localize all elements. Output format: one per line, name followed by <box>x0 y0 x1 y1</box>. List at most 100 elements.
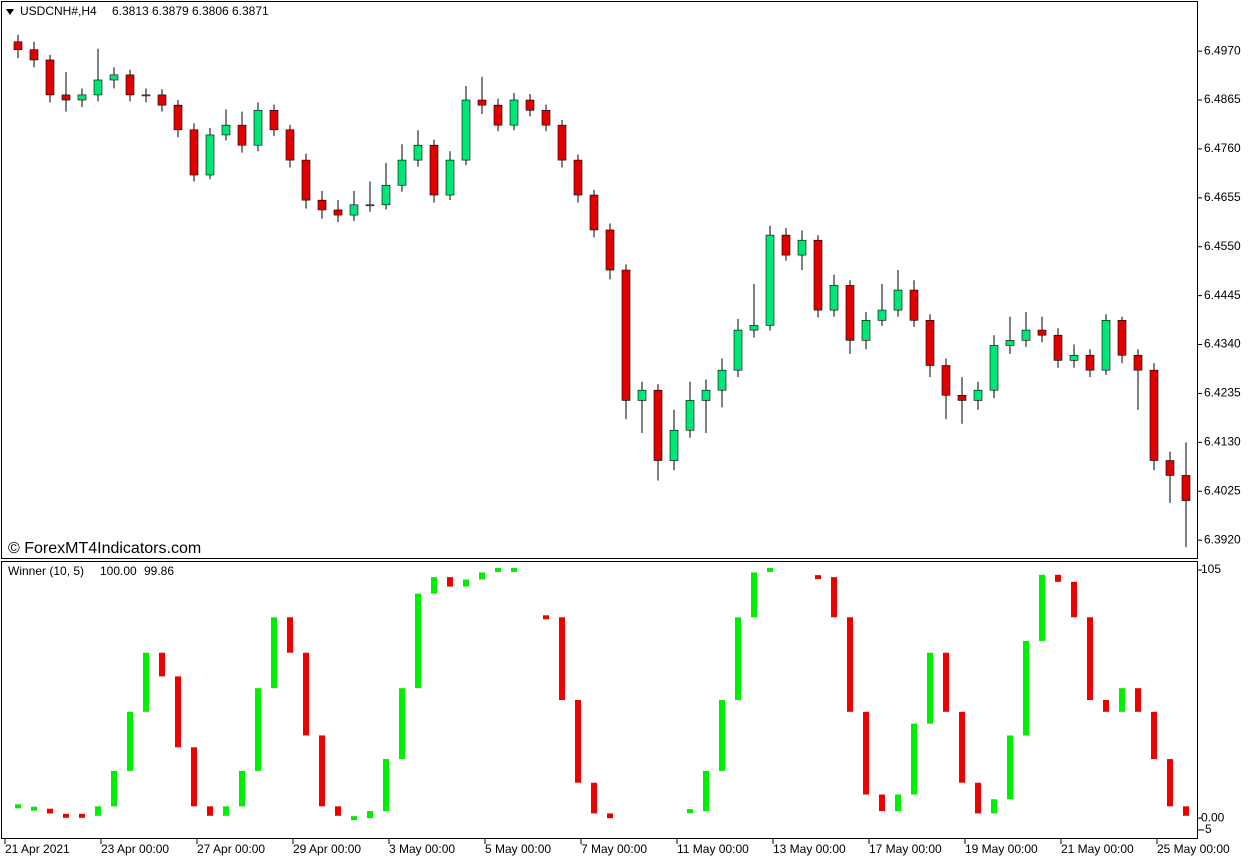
oscillator-bar <box>1183 806 1189 816</box>
oscillator-bar <box>751 572 757 618</box>
candle-body <box>637 389 647 401</box>
oscillator-bar <box>607 813 613 819</box>
oscillator-bar <box>591 782 597 814</box>
candle-body <box>45 59 55 96</box>
candle-body <box>717 369 727 391</box>
candle-body <box>621 269 631 401</box>
candle-body <box>77 94 87 101</box>
candle-body <box>381 184 391 206</box>
y-tick-label: 6.4445 <box>1204 288 1241 302</box>
candle-body <box>93 79 103 96</box>
candle-body <box>893 289 903 311</box>
candle-body <box>1165 460 1175 476</box>
oscillator-bar <box>831 577 837 618</box>
oscillator-bar <box>303 652 309 736</box>
oscillator-bar <box>1135 688 1141 712</box>
candle-body <box>109 74 119 81</box>
x-tick-label: 29 Apr 00:00 <box>293 842 361 856</box>
candle-body <box>765 234 775 326</box>
candle-body <box>1085 354 1095 371</box>
candle-body <box>685 400 695 431</box>
oscillator-bar <box>79 813 85 818</box>
candle-body <box>573 159 583 196</box>
candle-body <box>669 429 679 461</box>
candle-body <box>909 289 919 321</box>
candle-body <box>477 99 487 106</box>
candle-body <box>797 239 807 256</box>
oscillator-bar <box>415 593 421 689</box>
candle-body <box>397 159 407 186</box>
oscillator-bar <box>1023 640 1029 736</box>
oscillator-bar <box>399 688 405 760</box>
oscillator-bar <box>191 747 197 807</box>
candle-body <box>61 94 71 101</box>
x-tick-label: 11 May 00:00 <box>677 842 749 856</box>
candle-body <box>525 99 535 111</box>
x-tick-label: 25 May 00:00 <box>1157 842 1230 856</box>
candle-body <box>509 99 519 126</box>
candle-body <box>157 94 167 106</box>
y-tick-label: 6.4655 <box>1204 190 1241 204</box>
oscillator-bar <box>1071 581 1077 618</box>
y-tick-label: 6.4025 <box>1204 483 1241 497</box>
oscillator-bar <box>335 806 341 816</box>
oscillator-bar <box>719 700 725 771</box>
candle-body <box>173 104 183 131</box>
candle-body <box>1117 320 1127 356</box>
candle-body <box>189 129 199 176</box>
y-tick-label: 6.4550 <box>1204 239 1241 253</box>
candle-body <box>493 104 503 126</box>
candle-body <box>29 49 39 61</box>
candle-body <box>125 74 135 96</box>
y-tick-label: 6.4760 <box>1204 141 1241 155</box>
symbol: USDCNH#,H4 <box>20 4 97 18</box>
candle-body <box>541 109 551 126</box>
candle-body <box>269 109 279 131</box>
candle-body <box>1181 475 1191 501</box>
candle-body <box>749 325 759 331</box>
price-panel <box>1 1 1198 559</box>
y-tick-label: -5 <box>1201 822 1212 836</box>
candle-body <box>1069 354 1079 361</box>
menu-arrow[interactable] <box>6 9 14 15</box>
oscillator-bar <box>1119 688 1125 712</box>
oscillator-bar <box>735 617 741 700</box>
oscillator-bar <box>911 723 917 795</box>
oscillator-bar <box>975 782 981 814</box>
candle-body <box>701 389 711 401</box>
x-tick-label: 19 May 00:00 <box>965 842 1038 856</box>
candle-body <box>829 285 839 311</box>
candle-body <box>1037 329 1047 336</box>
candle-body <box>221 124 231 136</box>
oscillator-bar <box>271 617 277 689</box>
indicator-panel <box>1 561 1198 839</box>
indicator-title: Winner (10, 5) <box>8 564 84 578</box>
x-tick-label: 21 May 00:00 <box>1061 842 1134 856</box>
oscillator-bar <box>319 735 325 807</box>
candle-body <box>589 194 599 231</box>
y-tick-label: 105 <box>1201 562 1221 576</box>
oscillator-bar <box>991 799 997 814</box>
candle-body <box>557 124 567 161</box>
oscillator-bar <box>431 577 437 594</box>
oscillator-bar <box>959 711 965 783</box>
oscillator-bar <box>447 577 453 587</box>
oscillator-bar <box>1087 617 1093 700</box>
oscillator-bar <box>703 770 709 812</box>
oscillator-bar <box>239 770 245 807</box>
oscillator-bar <box>511 568 517 573</box>
oscillator-bar <box>895 794 901 812</box>
candle-body <box>925 320 935 366</box>
candle-body <box>253 109 263 146</box>
oscillator-bar <box>127 711 133 771</box>
readout-value: 6.3806 <box>192 4 229 18</box>
candle-body <box>141 94 151 97</box>
candle-body <box>813 239 823 311</box>
oscillator-bar <box>223 806 229 816</box>
y-tick-label: 6.4130 <box>1204 435 1241 449</box>
candle-body <box>973 389 983 401</box>
candle-body <box>1149 369 1159 461</box>
oscillator-bar <box>15 804 21 809</box>
candle-body <box>317 199 327 211</box>
candle-body <box>733 329 743 371</box>
